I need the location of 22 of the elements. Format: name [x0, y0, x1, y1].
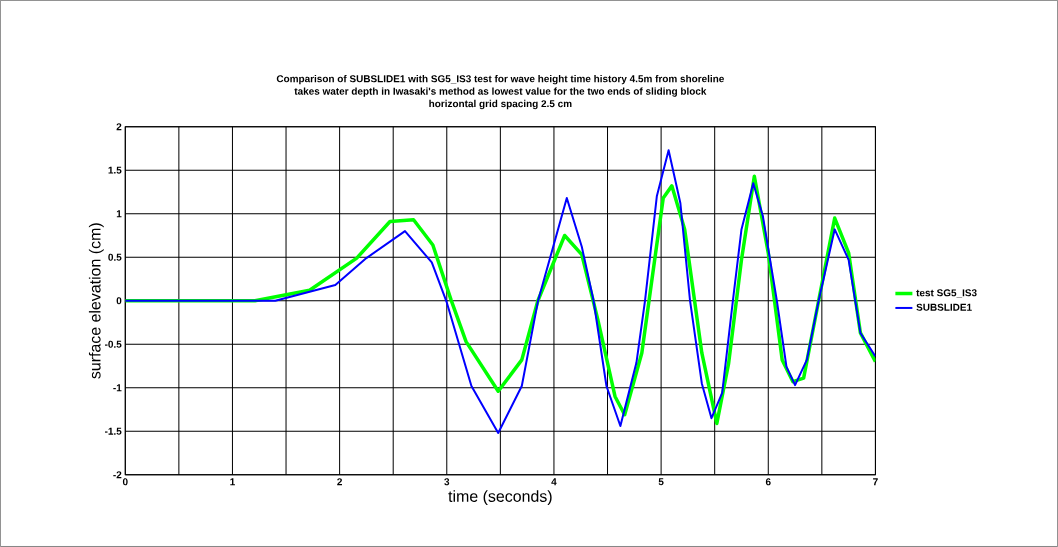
x-tick-label: 0: [122, 478, 128, 486]
x-axis-title: time (seconds): [448, 490, 552, 506]
x-tick-label: 6: [765, 478, 771, 486]
x-tick-label: 5: [658, 478, 664, 486]
x-tick-label: 7: [873, 478, 878, 486]
x-tick-label: 4: [551, 478, 557, 486]
x-tick-label: 1: [230, 478, 235, 486]
x-tick-label: 3: [444, 478, 450, 486]
y-tick-label: -1: [113, 384, 122, 392]
y-axis-title: surface elevation (cm): [88, 223, 104, 379]
y-tick-label: -2: [113, 471, 122, 479]
y-tick-label: 0: [116, 297, 122, 305]
y-tick-label: 0.5: [108, 253, 122, 261]
x-tick-label: 2: [337, 478, 342, 486]
y-tick-label: -1.5: [104, 427, 122, 435]
y-tick-label: 1.5: [108, 166, 122, 174]
legend-label: SUBSLIDE1: [916, 303, 972, 311]
legend-label: test SG5_IS3: [916, 289, 977, 298]
y-tick-label: 1: [116, 210, 122, 218]
chart-title: Comparison of SUBSLIDE1 with SG5_IS3 test for wave height time history 4.5m from shoreline takes water depth in Iwasaki's method as lowest value for the two ends of sliding block horizontal grid spacing 2.5 cm: [276, 75, 724, 110]
y-tick-label: -0.5: [104, 340, 122, 348]
y-tick-label: 2: [116, 123, 122, 131]
